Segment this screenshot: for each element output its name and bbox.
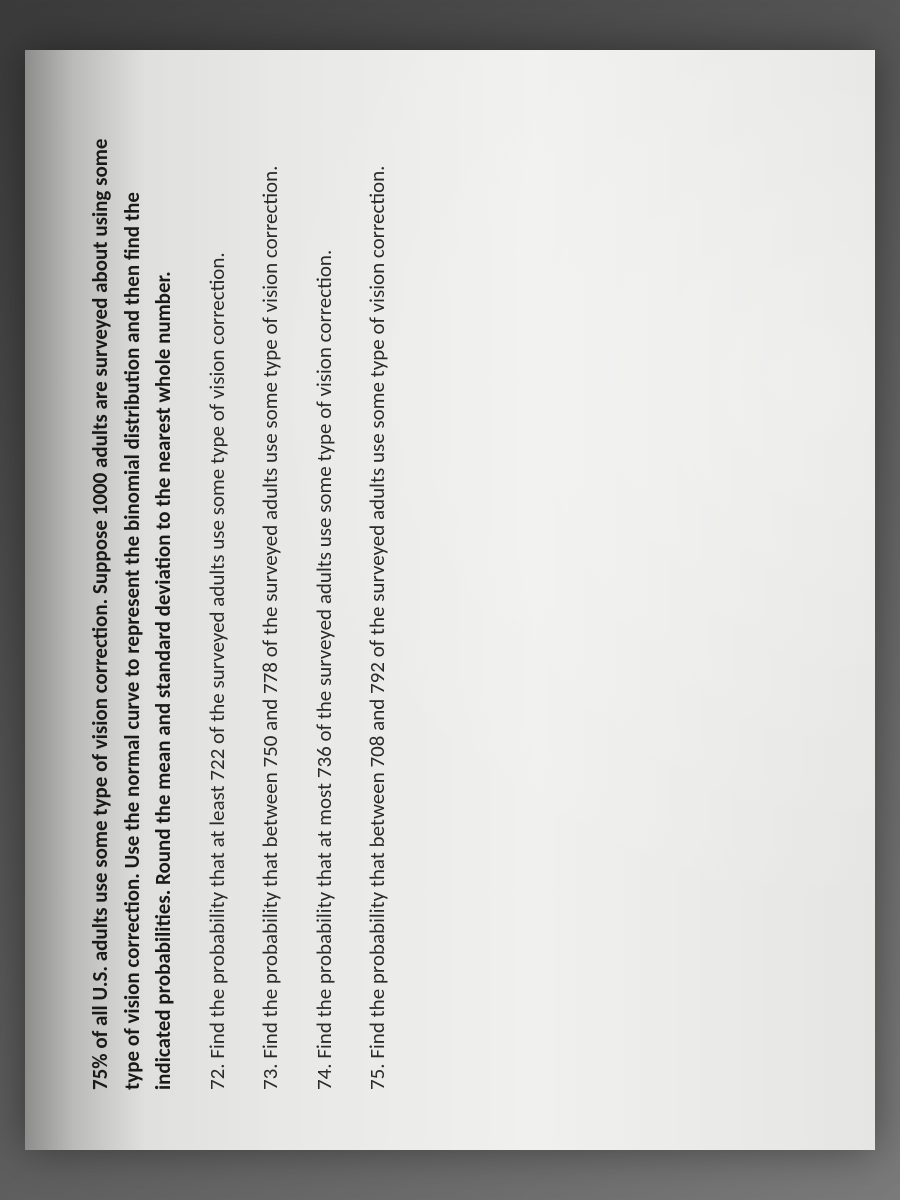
- document-content: 75% of all U.S. adults use some type of …: [85, 120, 394, 1090]
- question-number: 72.: [204, 1063, 230, 1090]
- question-number: 74.: [311, 1063, 337, 1090]
- question-number: 73.: [257, 1063, 283, 1090]
- question-75: 75. Find the probability that between 70…: [362, 120, 394, 1090]
- question-72: 72. Find the probability that at least 7…: [202, 120, 234, 1090]
- question-text: Find the probability that at most 736 of…: [311, 250, 337, 1059]
- question-text: Find the probability that at least 722 o…: [204, 252, 230, 1058]
- question-74: 74. Find the probability that at most 73…: [309, 120, 341, 1090]
- question-73: 73. Find the probability that between 75…: [255, 120, 287, 1090]
- question-number: 75.: [364, 1063, 390, 1090]
- question-text: Find the probability that between 750 an…: [257, 166, 283, 1059]
- intro-paragraph: 75% of all U.S. adults use some type of …: [85, 120, 180, 1090]
- paper-page: 75% of all U.S. adults use some type of …: [25, 50, 875, 1150]
- question-text: Find the probability that between 708 an…: [364, 166, 390, 1059]
